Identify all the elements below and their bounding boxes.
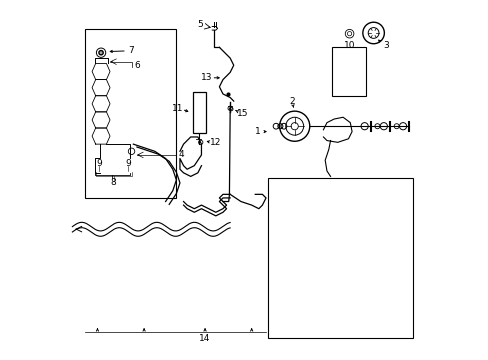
Text: 4: 4 bbox=[179, 150, 184, 159]
Text: 12: 12 bbox=[210, 138, 221, 147]
Bar bbox=[85, 30, 176, 198]
Text: 15: 15 bbox=[237, 109, 248, 118]
Bar bbox=[332, 47, 366, 96]
Text: 6: 6 bbox=[134, 61, 140, 70]
Text: 11: 11 bbox=[172, 104, 183, 113]
Text: 5: 5 bbox=[196, 20, 202, 29]
Text: 14: 14 bbox=[199, 334, 210, 343]
Text: 3: 3 bbox=[383, 41, 388, 50]
Text: 1: 1 bbox=[254, 127, 260, 136]
Text: 9: 9 bbox=[125, 159, 131, 168]
Text: 7: 7 bbox=[128, 46, 134, 55]
Text: 9: 9 bbox=[96, 159, 102, 168]
Text: 13: 13 bbox=[201, 73, 212, 82]
Text: 8: 8 bbox=[110, 178, 116, 187]
Bar bbox=[267, 178, 412, 338]
Text: 2: 2 bbox=[288, 97, 294, 106]
Text: 10: 10 bbox=[343, 41, 355, 50]
Bar bbox=[192, 92, 206, 134]
Circle shape bbox=[99, 50, 103, 55]
